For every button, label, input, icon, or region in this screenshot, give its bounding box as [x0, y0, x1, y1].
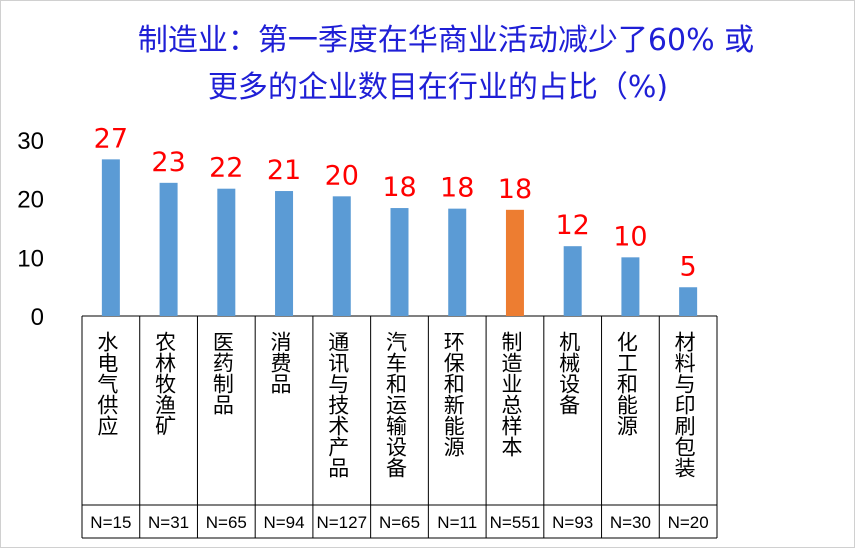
y-tick-label: 30	[17, 128, 44, 155]
y-tick-label: 10	[17, 245, 44, 272]
data-label-6: 18	[440, 173, 474, 204]
data-label-9: 10	[613, 221, 647, 252]
sample-size-2: N=65	[206, 513, 247, 532]
bar-6	[448, 208, 467, 316]
bar-1	[159, 182, 178, 316]
category-label-5: 汽车和运输设备	[384, 331, 408, 478]
bar-5	[390, 208, 409, 316]
data-label-7: 18	[498, 174, 532, 205]
sample-size-0: N=15	[90, 513, 131, 532]
data-label-0: 27	[94, 123, 128, 154]
category-table	[81, 315, 718, 539]
sample-size-8: N=93	[552, 513, 593, 532]
sample-size-labels: N=15 N=31 N=65 N=94 N=127 N=65 N=11 N=551 N=93 N=…	[90, 513, 708, 532]
category-label-9: 化工和能源	[614, 331, 638, 436]
sample-size-3: N=94	[263, 513, 304, 532]
chart-title-line-2: 更多的企业数目在行业的占比（%)	[208, 70, 668, 105]
data-label-1: 23	[151, 147, 185, 178]
bar-3	[275, 191, 294, 316]
y-tick-label: 0	[31, 304, 44, 331]
bar-10	[679, 287, 698, 316]
bars	[101, 159, 698, 316]
category-labels: 水电气供应 农林牧渔矿 医药制品 消费品 通讯与技术产品 汽车和运输设备 环保和新能源 制造业…	[95, 331, 696, 478]
sample-size-6: N=11	[437, 513, 477, 532]
chart-title-line-1: 制造业：第一季度在华商业活动减少了60% 或	[138, 23, 754, 58]
category-label-4: 通讯与技术产品	[326, 331, 350, 478]
data-label-8: 12	[556, 210, 590, 241]
y-axis: 0 10 20 30	[17, 128, 44, 331]
bar-7	[505, 209, 524, 316]
data-label-5: 18	[382, 172, 416, 203]
category-label-6: 环保和新能源	[441, 331, 465, 457]
category-label-1: 农林牧渔矿	[153, 331, 177, 436]
category-label-2: 医药制品	[210, 331, 234, 415]
data-label-2: 22	[209, 153, 243, 184]
y-tick-label: 20	[17, 187, 44, 214]
bar-0	[101, 159, 120, 316]
data-label-3: 21	[267, 155, 301, 186]
sample-size-5: N=65	[379, 513, 420, 532]
sample-size-7: N=551	[490, 513, 541, 532]
data-label-4: 20	[325, 160, 359, 191]
category-label-7: 制造业总样本	[499, 331, 523, 457]
bar-9	[621, 257, 640, 316]
category-label-0: 水电气供应	[95, 331, 119, 436]
sample-size-9: N=30	[610, 513, 651, 532]
bar-8	[563, 246, 582, 316]
bar-2	[217, 188, 236, 316]
sample-size-10: N=20	[668, 513, 709, 532]
category-label-8: 机械设备	[557, 331, 581, 415]
sample-size-4: N=127	[316, 513, 367, 532]
data-label-10: 5	[680, 251, 697, 282]
bar-4	[332, 196, 351, 316]
data-labels: 27 23 22 21 20 18 18 18 12 10 5	[94, 123, 697, 282]
category-label-10: 材料与印刷包装	[672, 331, 696, 478]
category-label-3: 消费品	[268, 331, 292, 394]
sample-size-1: N=31	[148, 513, 189, 532]
